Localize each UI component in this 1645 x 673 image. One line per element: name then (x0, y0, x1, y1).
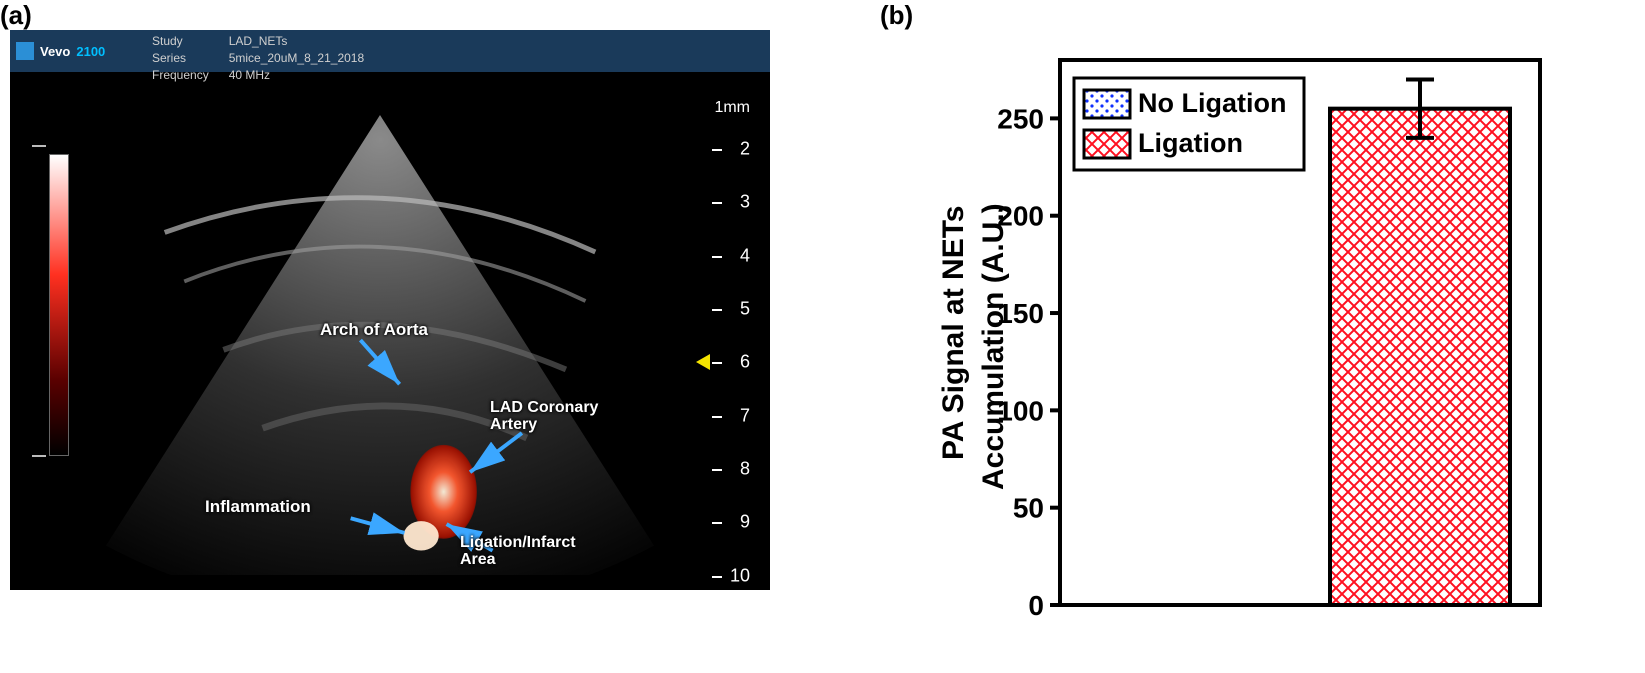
chart-svg: PA Signal at NETs Accumulation (A.U.) 0 5… (935, 40, 1575, 650)
device-brand: Vevo (40, 44, 70, 59)
legend-swatch-no-ligation (1084, 90, 1130, 118)
depth-tick-label: 7 (740, 405, 750, 426)
plot-area: 0 50 100 150 200 250 No Ligation Ligation (997, 60, 1540, 621)
depth-tick (712, 202, 722, 204)
legend-label-no-ligation: No Ligation (1138, 88, 1286, 118)
ultrasound-viewport: Arch of Aorta LAD CoronaryArtery Inflamm… (20, 85, 760, 580)
depth-tick-label: 3 (740, 192, 750, 213)
y-tick-label: 100 (997, 395, 1044, 426)
depth-tick-label: 9 (740, 512, 750, 533)
panel-a-label: (a) (0, 0, 32, 31)
legend: No Ligation Ligation (1074, 78, 1304, 170)
depth-tick-label: 8 (740, 459, 750, 480)
depth-scale: 1mm 2345678910 (706, 105, 754, 570)
meta-freq-value: 40 MHz (229, 68, 382, 83)
y-tick-label: 0 (1028, 590, 1044, 621)
depth-unit: 1mm (714, 99, 750, 117)
scan-metadata: Study LAD_NETs Series 5mice_20uM_8_21_20… (150, 32, 384, 85)
pa-colorbar (50, 155, 68, 455)
annot-lad-artery: LAD CoronaryArtery (490, 400, 598, 434)
depth-tick-label: 4 (740, 245, 750, 266)
colorbar-ticks (32, 145, 38, 465)
device-header: Vevo 2100 Study LAD_NETs Series 5mice_20… (10, 30, 770, 72)
depth-tick (712, 149, 722, 151)
device-logo-icon (16, 42, 34, 60)
y-tick-label: 50 (1013, 493, 1044, 524)
depth-tick (712, 362, 722, 364)
y-axis-label-line1: PA Signal at NETs (937, 206, 970, 461)
depth-tick (712, 576, 722, 578)
panel-b-label: (b) (880, 0, 913, 31)
bar-chart: PA Signal at NETs Accumulation (A.U.) 0 5… (935, 40, 1575, 650)
device-model: 2100 (76, 44, 105, 59)
depth-tick (712, 522, 722, 524)
meta-study-label: Study (152, 34, 227, 49)
meta-series-label: Series (152, 51, 227, 66)
bars-group (1330, 79, 1510, 605)
y-tick-label: 150 (997, 298, 1044, 329)
depth-tick (712, 416, 722, 418)
ultrasound-image (100, 115, 660, 575)
meta-series-value: 5mice_20uM_8_21_2018 (229, 51, 382, 66)
annot-inflammation: Inflammation (205, 497, 311, 517)
bar-ligation (1330, 109, 1510, 605)
depth-tick (712, 256, 722, 258)
depth-tick (712, 469, 722, 471)
meta-freq-label: Frequency (152, 68, 227, 83)
ultrasound-panel: Vevo 2100 Study LAD_NETs Series 5mice_20… (10, 30, 770, 590)
depth-focus-marker-icon (696, 354, 710, 370)
depth-tick-label: 10 (730, 565, 750, 586)
y-axis-label-line2: Accumulation (A.U.) (977, 203, 1010, 490)
depth-tick-label: 5 (740, 299, 750, 320)
annot-arch-of-aorta: Arch of Aorta (320, 320, 428, 340)
annot-ligation-area: Ligation/InfarctArea (460, 535, 576, 569)
y-tick-label: 250 (997, 103, 1044, 134)
y-tick-label: 200 (997, 201, 1044, 232)
depth-tick-label: 2 (740, 139, 750, 160)
depth-tick (712, 309, 722, 311)
legend-label-ligation: Ligation (1138, 128, 1243, 158)
meta-study-value: LAD_NETs (229, 34, 382, 49)
depth-tick-label: 6 (740, 352, 750, 373)
legend-swatch-ligation (1084, 130, 1130, 158)
